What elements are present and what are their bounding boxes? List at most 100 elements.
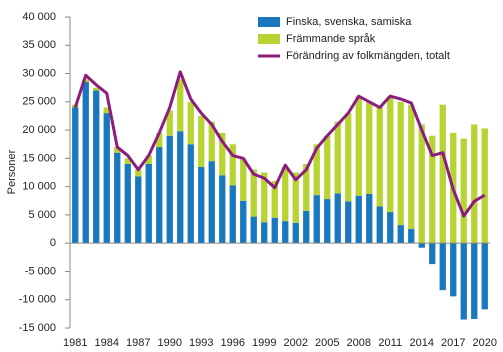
bar: [103, 107, 110, 114]
y-tick-label: 40 000: [22, 11, 56, 23]
bar: [313, 144, 320, 196]
x-tick-label: 1993: [189, 337, 213, 349]
y-tick-label: 5 000: [28, 209, 56, 221]
bar: [460, 243, 467, 320]
y-tick-label: 15 000: [22, 152, 56, 164]
bar: [292, 222, 299, 244]
x-tick-label: 1996: [221, 337, 245, 349]
x-tick-label: 1984: [95, 337, 119, 349]
bar: [418, 243, 425, 248]
y-tick-label: 25 000: [22, 96, 56, 108]
x-tick-label: 1981: [63, 337, 87, 349]
line: [73, 70, 486, 218]
bar: [82, 79, 89, 83]
bar: [229, 144, 236, 186]
bar: [240, 158, 247, 201]
bar: [481, 128, 488, 244]
x-tick-label: 1987: [126, 337, 150, 349]
bar: [145, 164, 152, 244]
bar: [313, 195, 320, 244]
y-tick-label: -10 000: [19, 294, 56, 306]
bar: [219, 132, 226, 176]
bar: [135, 176, 142, 244]
bar: [145, 155, 152, 165]
bar: [177, 79, 184, 132]
bar: [72, 107, 79, 244]
bar: [324, 135, 331, 200]
bar: [250, 169, 257, 217]
x-tick-label: 2002: [284, 337, 308, 349]
bar: [471, 243, 478, 319]
y-tick-label: 0: [50, 237, 56, 249]
y-axis-label: Personer: [6, 149, 18, 194]
y-tick-label: 10 000: [22, 181, 56, 193]
bar: [156, 147, 163, 244]
x-tick-label: 2014: [410, 337, 434, 349]
x-tick-label: 1999: [252, 337, 276, 349]
bar: [387, 212, 394, 244]
bar: [114, 147, 121, 153]
bar: [460, 138, 467, 244]
bar: [366, 193, 373, 244]
bar: [271, 180, 278, 218]
legend-label: Förändring av folkmängden, totalt: [286, 50, 450, 62]
bar: [187, 144, 194, 244]
bar: [208, 121, 215, 162]
bar: [156, 132, 163, 148]
bar: [219, 175, 226, 244]
bar: [429, 135, 436, 244]
bar: [166, 110, 173, 136]
bar: [366, 101, 373, 194]
bar: [429, 243, 436, 265]
bar: [439, 104, 446, 244]
y-tick-label: -15 000: [19, 322, 56, 334]
legend-swatch: [258, 34, 280, 44]
bar: [93, 90, 100, 244]
bar: [303, 210, 310, 244]
bar: [124, 158, 131, 165]
bar: [355, 96, 362, 196]
bar: [124, 164, 131, 244]
bar: [345, 201, 352, 244]
bar: [418, 124, 425, 244]
bar: [282, 221, 289, 244]
bar: [187, 101, 194, 145]
bar: [376, 107, 383, 207]
y-tick-label: -5 000: [25, 265, 56, 277]
bar: [292, 172, 299, 223]
bar: [345, 113, 352, 202]
bar: [114, 152, 121, 244]
bar: [282, 166, 289, 222]
x-tick-label: 2005: [315, 337, 339, 349]
x-tick-label: 2011: [378, 337, 402, 349]
bar: [471, 124, 478, 244]
bar: [387, 96, 394, 213]
bar: [198, 166, 205, 244]
bar: [208, 161, 215, 244]
bar: [324, 199, 331, 244]
bar: [198, 115, 205, 167]
bar: [229, 185, 236, 244]
bar: [334, 193, 341, 244]
bar: [271, 217, 278, 244]
x-tick-label: 1990: [158, 337, 182, 349]
bar: [397, 225, 404, 244]
bar: [450, 243, 457, 297]
legend-swatch: [258, 17, 280, 27]
x-tick-label: 2017: [441, 337, 465, 349]
bar: [397, 101, 404, 226]
bar: [240, 200, 247, 244]
x-tick-label: 2020: [473, 337, 497, 349]
y-tick-label: 30 000: [22, 67, 56, 79]
bar: [82, 82, 89, 244]
bar: [408, 104, 415, 230]
bar: [355, 195, 362, 244]
bar: [408, 229, 415, 244]
bar: [177, 131, 184, 244]
bar: [261, 222, 268, 244]
legend-label: Främmande språk: [286, 33, 376, 45]
bar: [439, 243, 446, 291]
legend-label: Finska, svenska, samiska: [286, 16, 412, 28]
bar: [376, 206, 383, 244]
